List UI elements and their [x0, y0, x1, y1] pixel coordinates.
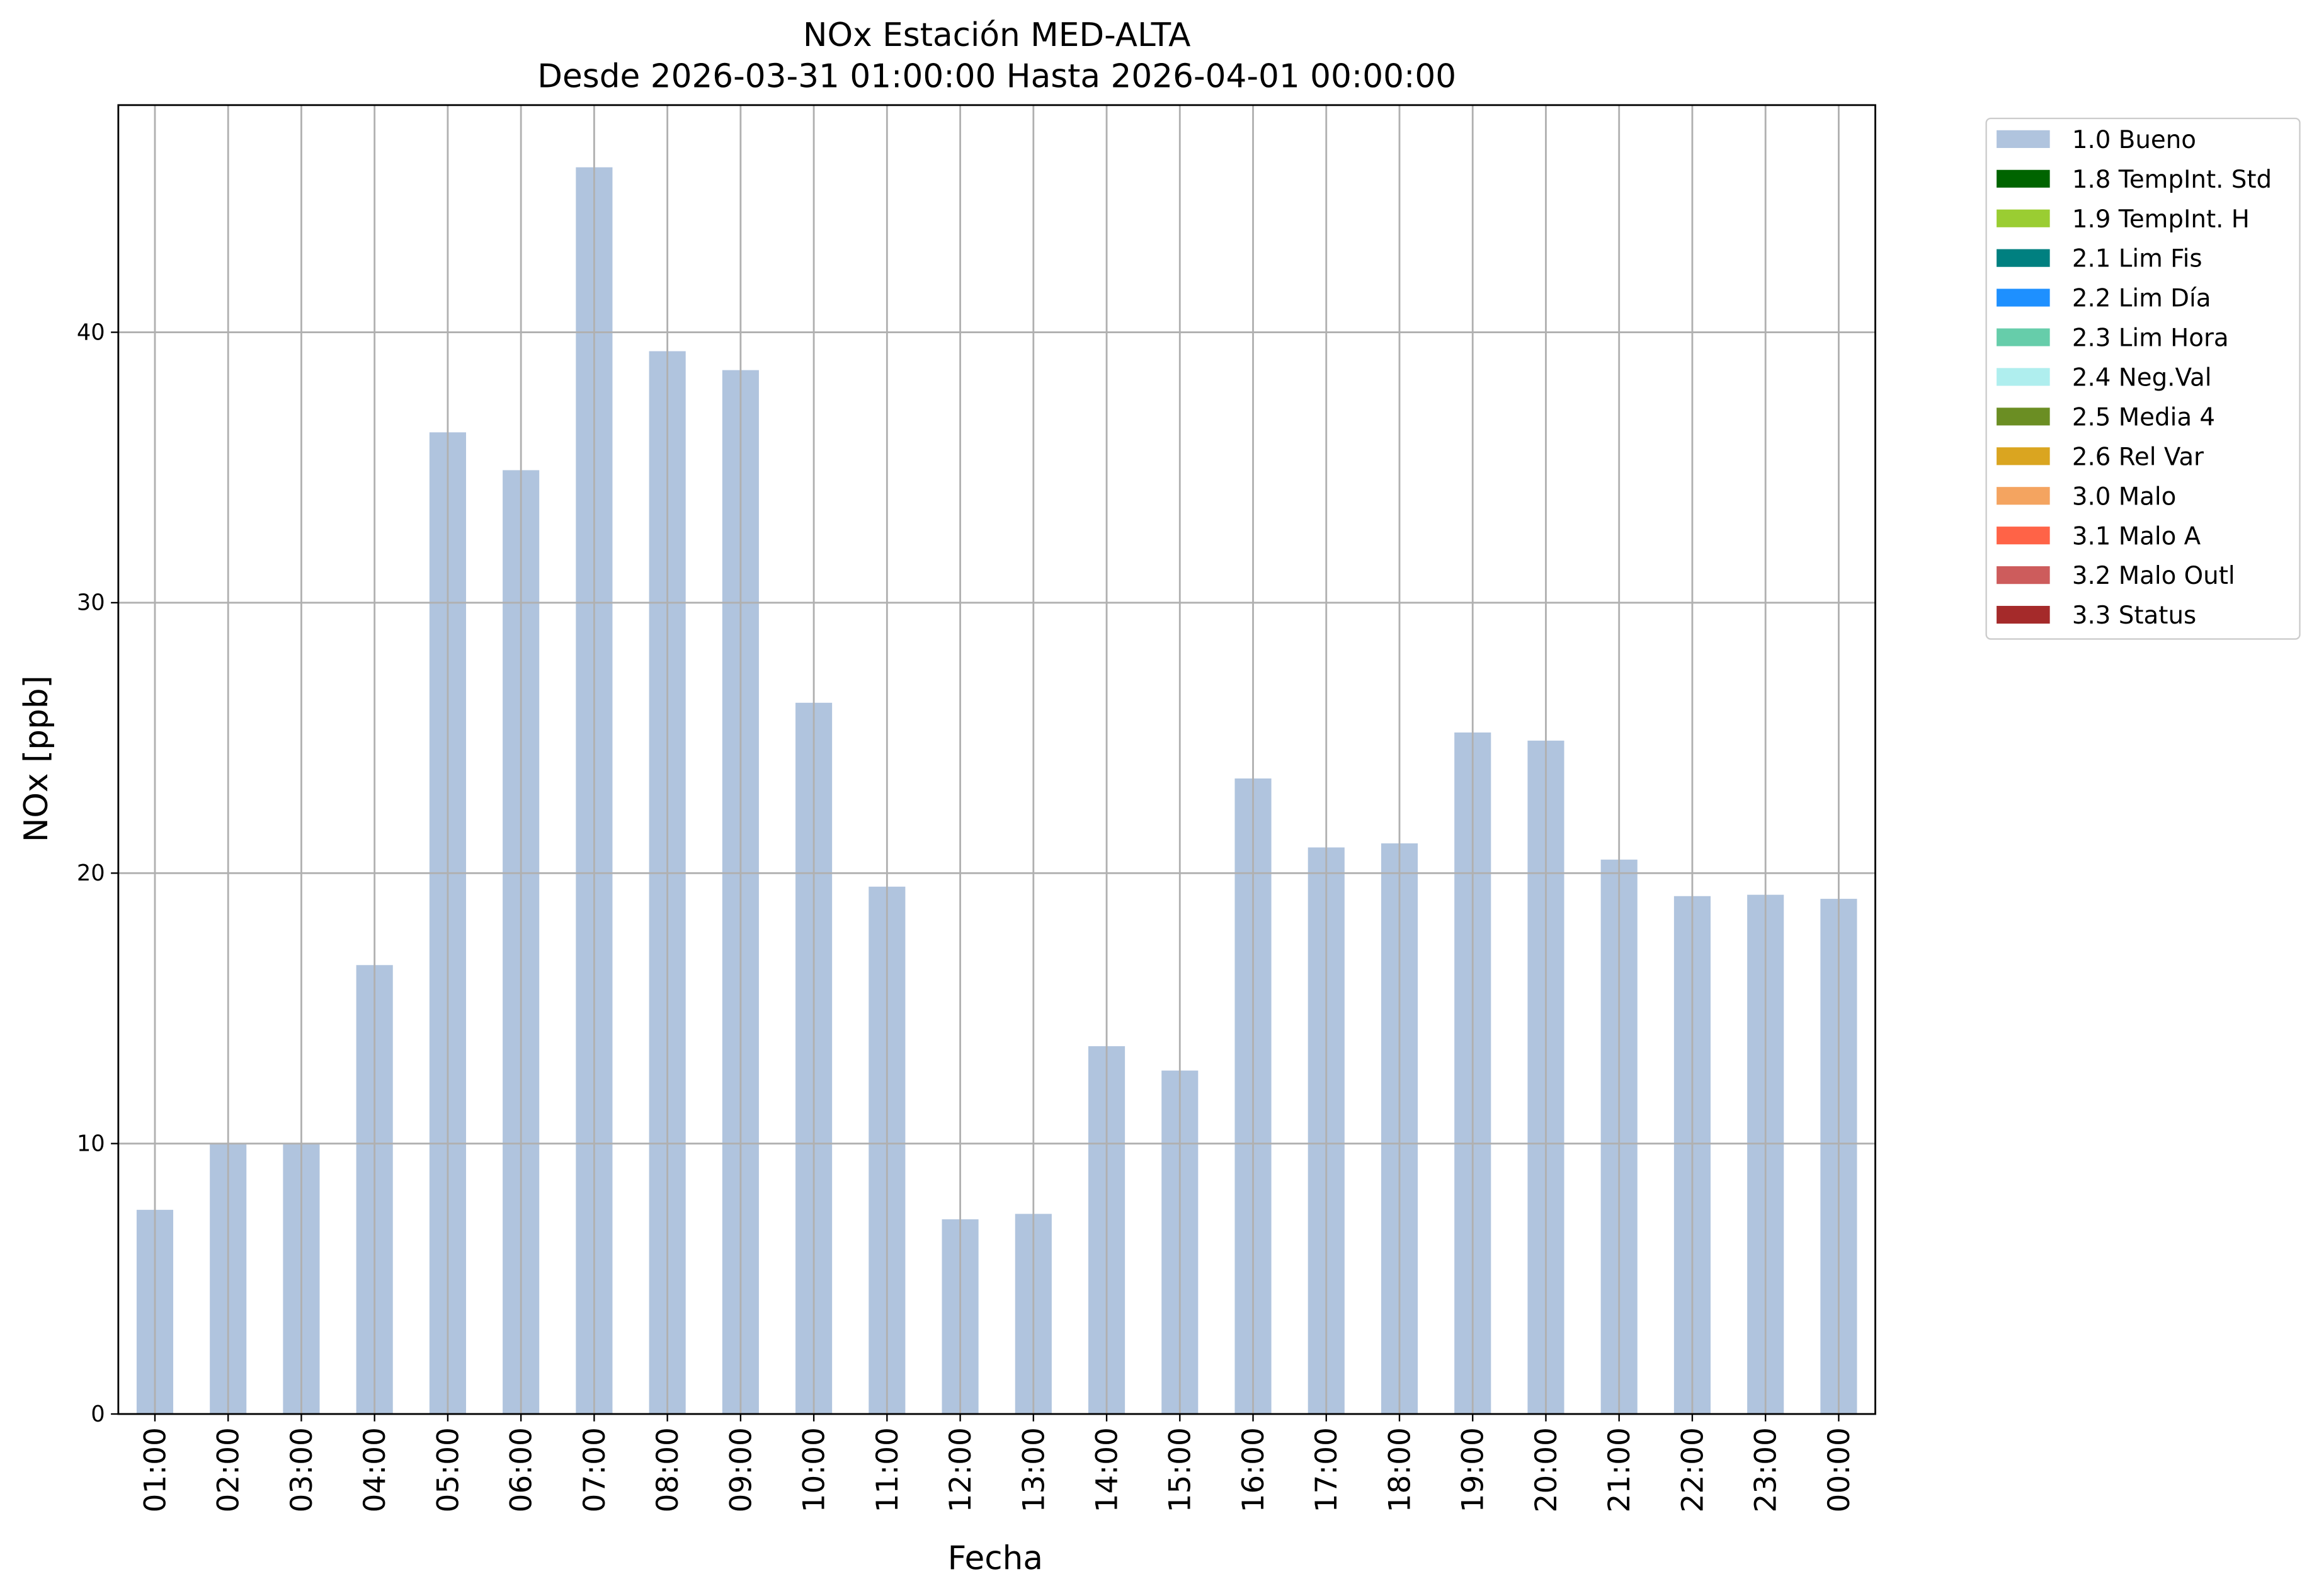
legend-label: 3.3 Status: [2072, 601, 2196, 630]
x-tick-label: 04:00: [358, 1427, 392, 1512]
legend-swatch: [1997, 130, 2050, 148]
legend-label: 2.2 Lim Día: [2072, 285, 2211, 313]
x-tick-label: 12:00: [943, 1427, 978, 1512]
x-tick-label: 19:00: [1456, 1427, 1491, 1512]
legend-swatch: [1997, 249, 2050, 267]
x-tick-label: 02:00: [212, 1427, 246, 1512]
legend-swatch: [1997, 487, 2050, 505]
x-tick-label: 14:00: [1090, 1427, 1124, 1512]
chart-title: NOx Estación MED-ALTA: [803, 16, 1191, 54]
x-tick-label: 20:00: [1529, 1427, 1564, 1512]
x-tick-label: 18:00: [1382, 1427, 1417, 1512]
x-tick-label: 15:00: [1163, 1427, 1198, 1512]
legend-label: 2.6 Rel Var: [2072, 443, 2204, 471]
legend-swatch: [1997, 566, 2050, 584]
legend-swatch: [1997, 408, 2050, 426]
x-tick-label: 06:00: [504, 1427, 539, 1512]
x-tick-label: 16:00: [1236, 1427, 1271, 1512]
legend-label: 2.5 Media 4: [2072, 403, 2215, 431]
legend: 1.0 Bueno 1.8 TempInt. Std 1.9 TempInt. H 2…: [1985, 117, 2301, 640]
x-tick-label: 23:00: [1749, 1427, 1784, 1512]
legend-label: 3.0 Malo: [2072, 482, 2177, 511]
legend-label: 2.3 Lim Hora: [2072, 324, 2229, 353]
x-tick-label: 01:00: [138, 1427, 173, 1512]
legend-swatch: [1997, 209, 2050, 227]
x-tick-label: 17:00: [1309, 1427, 1344, 1512]
grid: 0 10 20 30 40 01:00 02:00 03:00 04:00 05:00 06:00 0…: [77, 105, 1876, 1512]
legend-label: 1.0 Bueno: [2072, 126, 2196, 154]
x-tick-label: 08:00: [651, 1427, 685, 1512]
x-tick-label: 10:00: [797, 1427, 832, 1512]
chart-subtitle: Desde 2026-03-31 01:00:00 Hasta 2026-04-…: [537, 58, 1456, 96]
legend-label: 2.4 Neg.Val: [2072, 364, 2212, 392]
x-axis-label: Fecha: [948, 1540, 1043, 1578]
x-tick-label: 07:00: [578, 1427, 612, 1512]
y-tick-label: 40: [77, 319, 105, 345]
y-tick-label: 20: [77, 860, 105, 886]
x-tick-label: 21:00: [1602, 1427, 1637, 1512]
legend-swatch: [1997, 527, 2050, 545]
x-tick-label: 05:00: [431, 1427, 465, 1512]
legend-label: 1.8 TempInt. Std: [2072, 166, 2272, 194]
y-tick-label: 30: [77, 590, 105, 616]
legend-label: 3.1 Malo A: [2072, 522, 2201, 550]
legend-label: 2.1 Lim Fis: [2072, 245, 2202, 273]
legend-swatch: [1997, 605, 2050, 624]
y-tick-label: 10: [77, 1131, 105, 1156]
x-tick-label: 11:00: [870, 1427, 905, 1512]
x-tick-label: 00:00: [1822, 1427, 1857, 1512]
legend-box: [1985, 117, 2301, 640]
x-tick-label: 09:00: [724, 1427, 758, 1512]
legend-label: 1.9 TempInt. H: [2072, 205, 2250, 234]
legend-label: 3.2 Malo Outl: [2072, 562, 2235, 590]
x-tick-label: 03:00: [285, 1427, 319, 1512]
y-axis-label: NOx [ppb]: [18, 675, 55, 842]
legend-swatch: [1997, 328, 2050, 346]
legend-swatch: [1997, 169, 2050, 188]
legend-swatch: [1997, 288, 2050, 307]
x-tick-label: 13:00: [1017, 1427, 1051, 1512]
x-tick-label: 22:00: [1675, 1427, 1710, 1512]
y-tick-label: 0: [91, 1401, 105, 1427]
plot-frame: [117, 104, 1876, 1415]
legend-swatch: [1997, 368, 2050, 386]
legend-swatch: [1997, 447, 2050, 465]
